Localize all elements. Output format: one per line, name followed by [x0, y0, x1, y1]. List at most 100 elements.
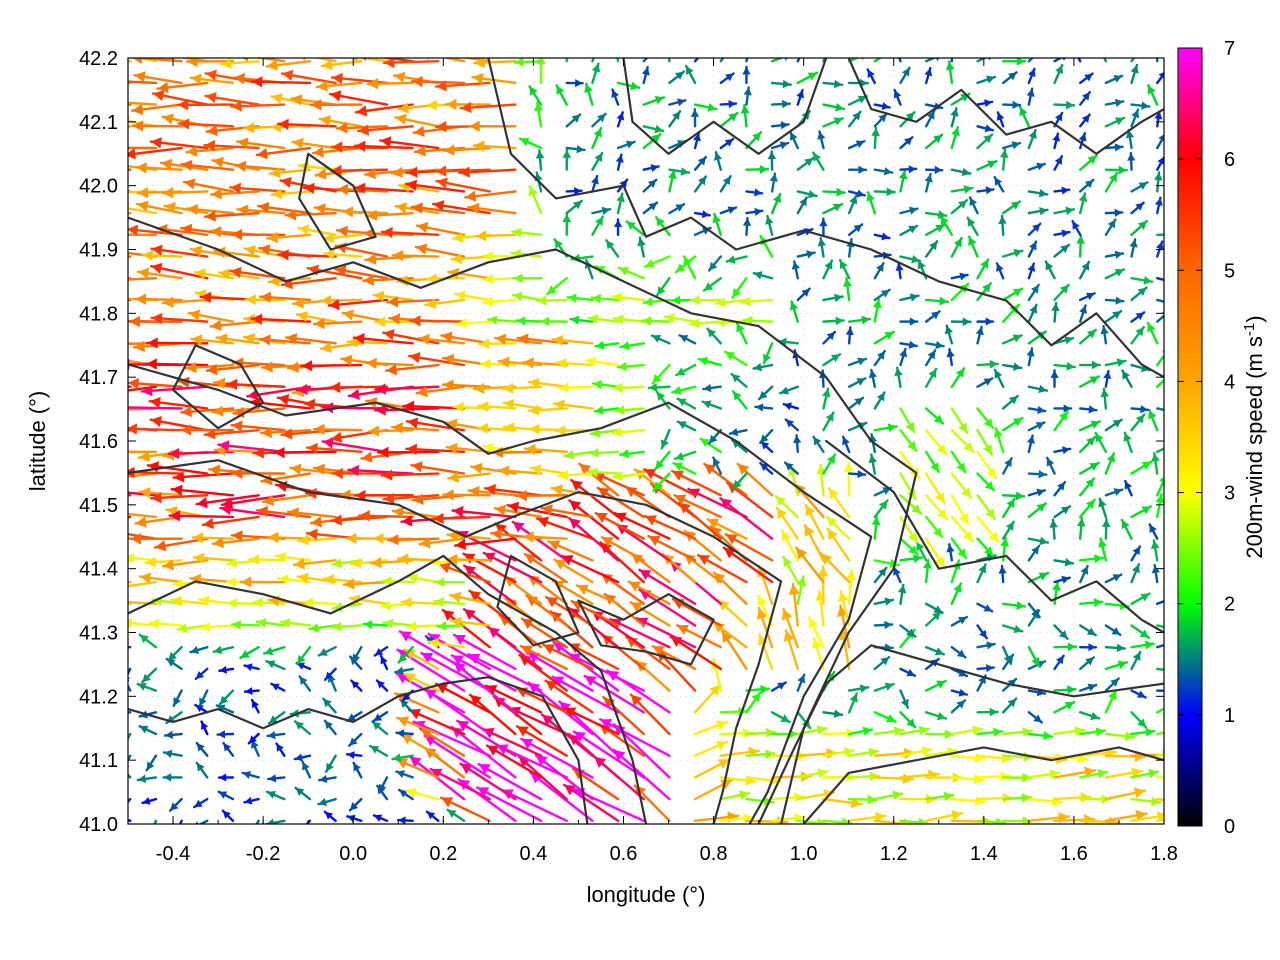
wind-arrow	[1018, 105, 1031, 128]
wind-arrow	[1130, 413, 1146, 432]
wind-arrow	[899, 725, 930, 736]
terrain-contour-line	[128, 554, 648, 824]
wind-arrow	[145, 754, 158, 772]
wind-arrow	[1027, 283, 1040, 302]
wind-arrow	[975, 325, 984, 345]
wind-arrow	[605, 239, 620, 258]
wind-arrow	[1001, 772, 1033, 783]
wind-arrow	[641, 66, 650, 85]
wind-arrow	[1027, 128, 1037, 150]
wind-arrow	[453, 537, 517, 551]
wind-arrow	[372, 814, 389, 823]
wind-arrow	[774, 495, 799, 519]
wind-arrow	[897, 583, 907, 605]
wind-arrow	[612, 471, 645, 482]
wind-arrow	[730, 372, 748, 388]
wind-arrow	[1053, 410, 1069, 432]
wind-arrow	[189, 645, 209, 654]
wind-arrow	[784, 418, 799, 432]
wind-arrow	[894, 366, 903, 388]
wind-arrow	[719, 100, 738, 109]
wind-arrow	[396, 716, 440, 736]
wind-arrow	[386, 534, 440, 546]
wind-arrow	[690, 108, 700, 128]
wind-arrow	[195, 741, 209, 757]
wind-arrow	[616, 81, 641, 91]
colorbar-tick-label: 2	[1224, 594, 1235, 616]
wind-arrow	[184, 361, 235, 374]
wind-arrow	[203, 428, 260, 440]
wind-arrow	[950, 407, 969, 434]
wind-arrow	[1156, 818, 1164, 823]
wind-arrow	[693, 210, 711, 219]
wind-arrow	[454, 290, 491, 302]
wind-arrow	[706, 517, 748, 540]
wind-arrow	[789, 300, 799, 323]
wind-arrow	[976, 258, 990, 280]
wind-arrow	[151, 90, 209, 106]
wind-arrow	[1104, 98, 1125, 107]
wind-arrow	[796, 71, 819, 85]
wind-arrow	[395, 770, 414, 779]
wind-arrow	[1154, 196, 1163, 215]
wind-arrow	[1053, 480, 1067, 497]
wind-arrow	[1027, 222, 1042, 237]
wind-arrow	[353, 140, 414, 152]
wind-arrow	[587, 314, 620, 324]
colorbar	[1177, 47, 1203, 827]
wind-arrow	[239, 576, 286, 588]
wind-arrow	[385, 363, 440, 376]
wind-arrow	[1130, 460, 1153, 475]
wind-arrow	[993, 368, 1005, 388]
wind-arrow	[195, 761, 209, 779]
wind-arrow	[477, 762, 543, 801]
wind-arrow	[819, 217, 828, 237]
wind-arrow	[873, 330, 895, 345]
wind-arrow	[178, 819, 183, 824]
wind-arrow	[1104, 787, 1147, 801]
wind-arrow	[255, 146, 312, 160]
wind-arrow	[350, 679, 363, 692]
wind-arrow	[1130, 563, 1141, 584]
wind-arrow	[1027, 731, 1054, 741]
wind-arrow	[770, 813, 805, 824]
wind-arrow	[976, 359, 1000, 369]
wind-arrow	[266, 730, 286, 740]
wind-arrow	[1001, 287, 1024, 302]
wind-arrow	[770, 79, 792, 89]
wind-arrow	[1076, 234, 1086, 258]
wind-arrow	[1079, 711, 1101, 721]
x-tick-label: 0.6	[610, 843, 638, 865]
wind-arrow	[398, 630, 466, 671]
wind-arrow	[322, 574, 363, 585]
wind-arrow	[1104, 767, 1144, 779]
wind-arrow	[899, 817, 929, 824]
wind-arrow	[617, 266, 645, 280]
wind-arrow	[131, 103, 183, 116]
wind-arrow	[701, 400, 722, 410]
wind-arrow	[1130, 592, 1151, 605]
wind-arrow	[243, 687, 260, 696]
wind-arrow	[780, 529, 799, 562]
wind-arrow	[796, 196, 808, 215]
wind-arrow	[793, 434, 802, 454]
wind-arrow	[796, 157, 815, 171]
wind-arrow	[578, 462, 620, 497]
wind-arrow	[976, 160, 998, 171]
wind-arrow	[366, 78, 414, 90]
wind-arrow	[924, 349, 937, 367]
wind-arrow	[1053, 726, 1086, 736]
wind-arrow	[569, 315, 594, 325]
wind-arrow	[783, 461, 799, 475]
wind-arrow	[1053, 100, 1076, 110]
wind-arrow	[611, 88, 620, 106]
wind-arrow	[286, 507, 337, 519]
wind-arrow	[515, 316, 543, 326]
wind-arrow	[186, 203, 235, 216]
wind-arrow	[565, 199, 583, 215]
wind-arrow	[976, 664, 995, 673]
wind-arrow	[515, 725, 568, 757]
wind-arrow	[728, 428, 748, 437]
wind-arrow	[163, 201, 209, 215]
wind-arrow	[1130, 276, 1154, 285]
